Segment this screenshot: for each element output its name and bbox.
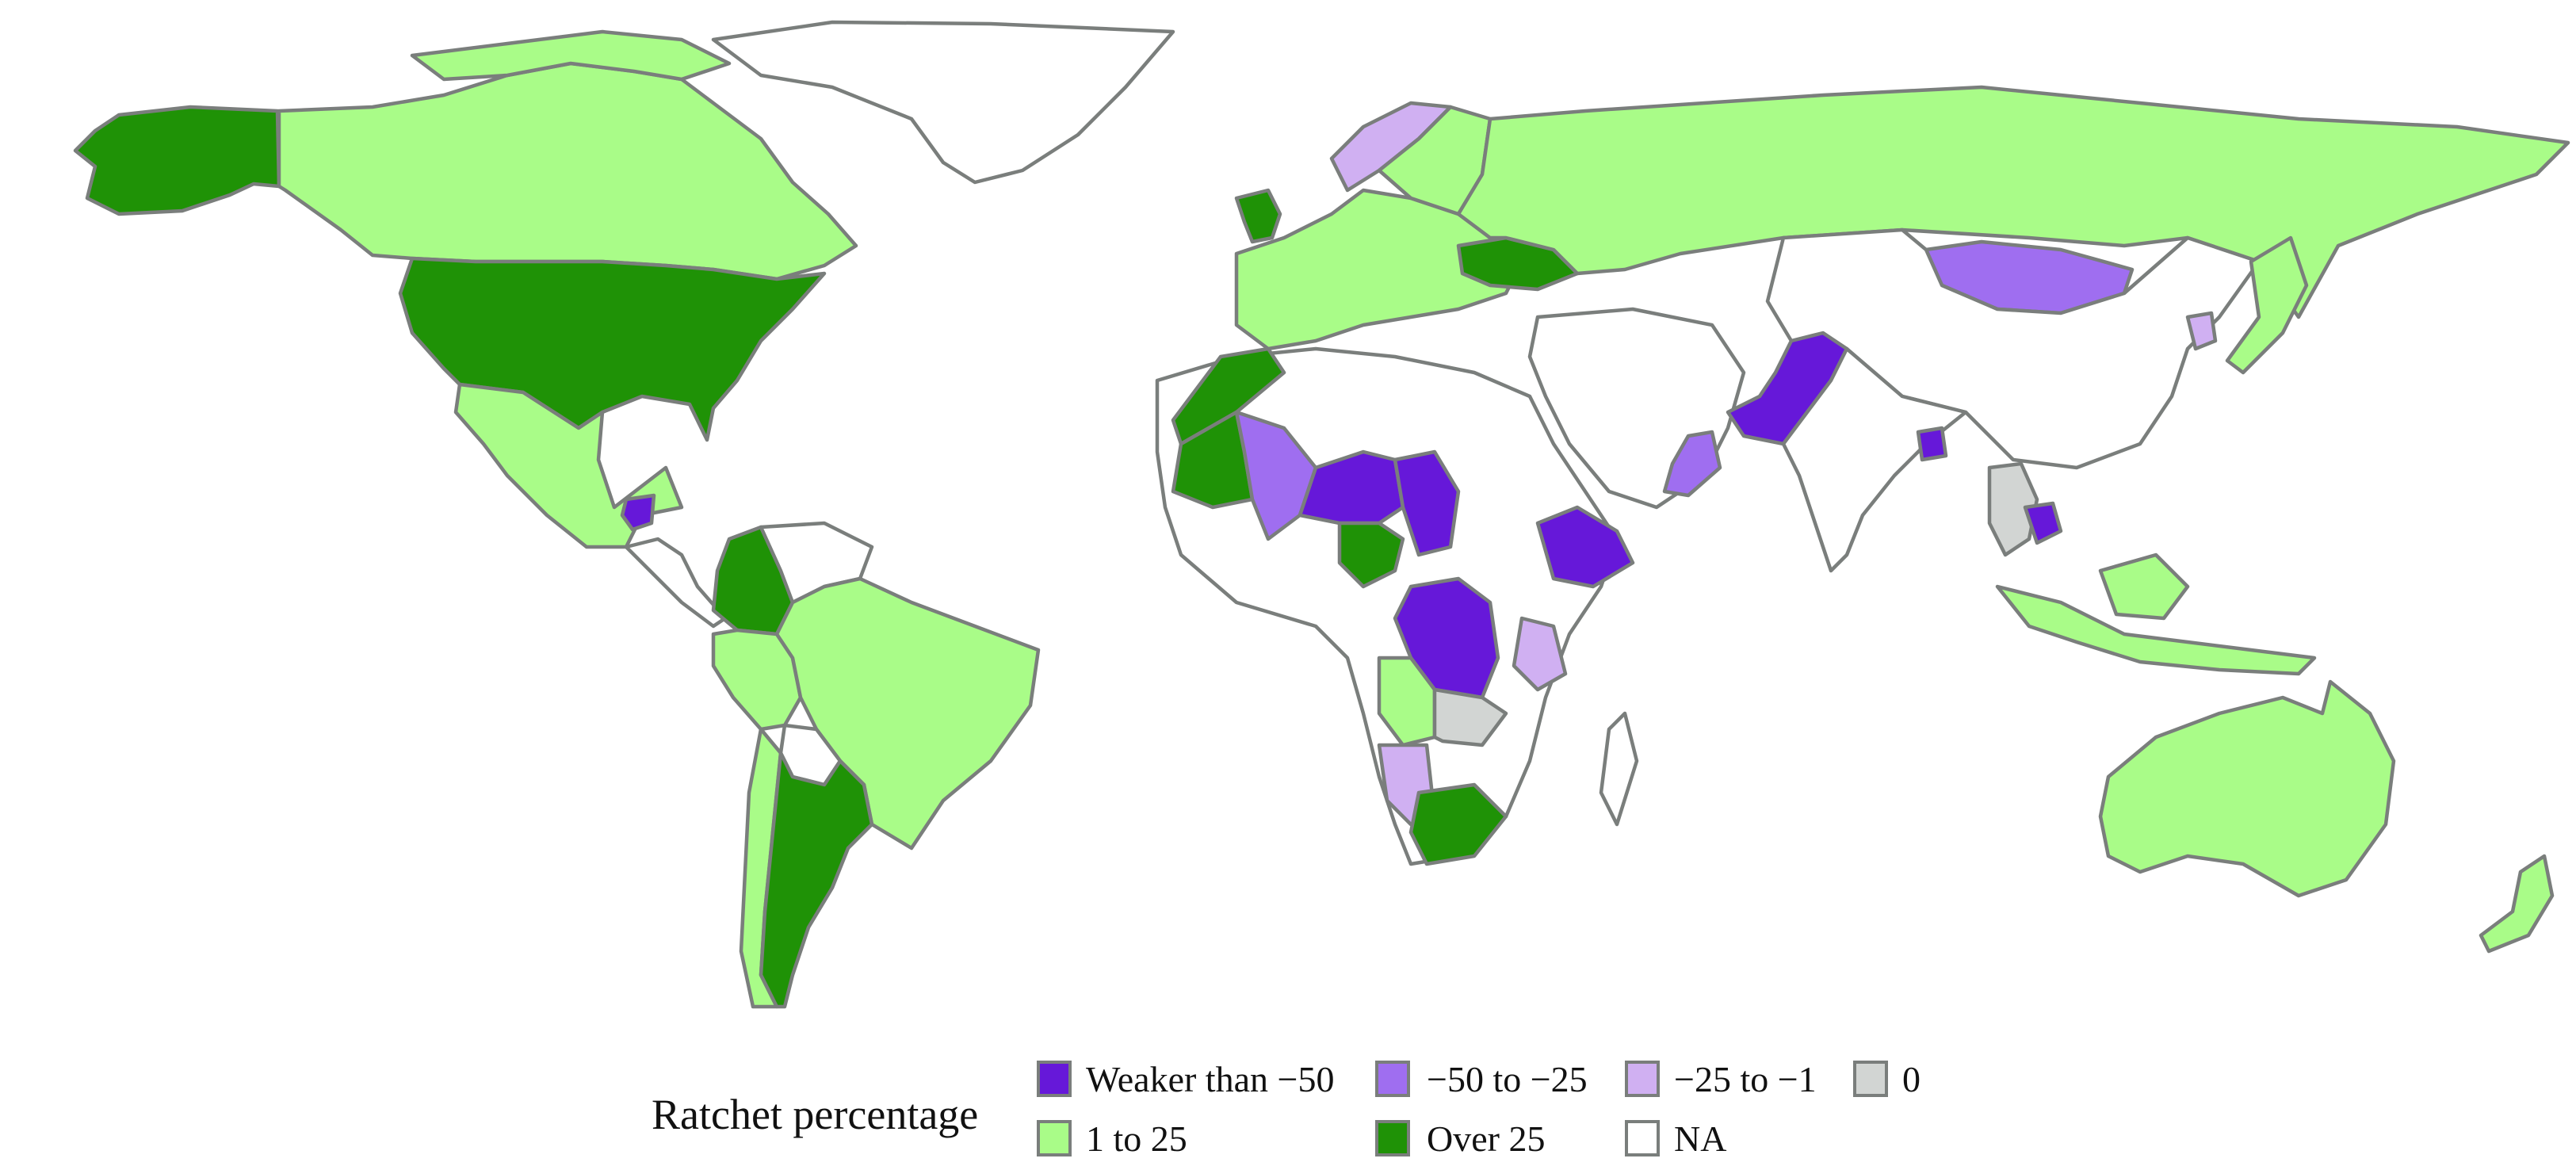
- region-united-states: [398, 256, 827, 442]
- region-chad: [1393, 449, 1461, 557]
- region-indonesia: [1995, 584, 2317, 676]
- region-central-america: [624, 537, 728, 629]
- legend-title: Ratchet percentage: [652, 1091, 978, 1138]
- legend-label-minus-25-to-minus-1: −25 to −1: [1674, 1059, 1817, 1099]
- legend-swatch-na: [1625, 1120, 1660, 1156]
- region-indonesia-borneo: [2098, 552, 2190, 621]
- region-mali: [1234, 410, 1318, 541]
- region-alaska: [73, 105, 281, 216]
- legend-label-minus-50-to-minus-25: −50 to −25: [1427, 1059, 1588, 1099]
- legend-item-minus-50-to-minus-25: −50 to −25: [1375, 1059, 1588, 1099]
- map-layer: [73, 20, 2570, 1009]
- region-oman: [1662, 430, 1722, 498]
- legend-swatch-1-to-25: [1037, 1120, 1072, 1156]
- region-canada-islands: [410, 29, 732, 82]
- region-nigeria: [1337, 521, 1405, 589]
- region-zambia: [1432, 687, 1508, 747]
- region-greenland: [711, 20, 1175, 185]
- region-cambodia: [2023, 501, 2063, 545]
- region-new-zealand: [2479, 854, 2555, 954]
- region-south-africa: [1408, 782, 1508, 866]
- legend-item-1-to-25: 1 to 25: [1037, 1118, 1187, 1159]
- legend-item-minus-25-to-minus-1: −25 to −1: [1625, 1059, 1817, 1099]
- legend: Ratchet percentage Weaker than −50 −50 t…: [652, 1059, 1921, 1159]
- legend-swatch-weaker-than-minus-50: [1037, 1061, 1072, 1097]
- legend-item-weaker-than-minus-50: Weaker than −50: [1037, 1059, 1334, 1099]
- region-australia: [2098, 679, 2396, 898]
- legend-label-na: NA: [1674, 1118, 1726, 1159]
- legend-swatch-minus-50-to-minus-25: [1375, 1061, 1410, 1097]
- region-brazil: [774, 576, 1041, 851]
- region-guatemala: [620, 493, 656, 532]
- legend-label-weaker-than-minus-50: Weaker than −50: [1086, 1059, 1334, 1099]
- legend-swatch-zero: [1853, 1061, 1888, 1097]
- region-thailand: [1987, 461, 2039, 557]
- region-canada: [277, 61, 858, 281]
- region-niger: [1298, 449, 1405, 526]
- legend-item-na: NA: [1625, 1118, 1726, 1159]
- legend-swatch-over-25: [1375, 1120, 1410, 1156]
- region-bangladesh: [1916, 426, 1948, 462]
- region-peru: [711, 628, 803, 732]
- legend-item-zero: 0: [1853, 1059, 1921, 1099]
- legend-swatch-minus-25-to-minus-1: [1625, 1061, 1660, 1097]
- legend-label-1-to-25: 1 to 25: [1086, 1118, 1187, 1159]
- region-korea: [2185, 311, 2218, 351]
- region-india: [1781, 346, 1968, 573]
- region-ethiopia: [1535, 505, 1635, 589]
- legend-label-over-25: Over 25: [1427, 1118, 1545, 1159]
- region-argentina: [759, 751, 874, 1009]
- region-tanzania: [1512, 616, 1568, 692]
- region-madagascar: [1599, 711, 1639, 827]
- legend-label-zero: 0: [1902, 1059, 1921, 1099]
- region-japan: [2225, 235, 2309, 375]
- region-united-kingdom: [1234, 188, 1282, 244]
- legend-item-over-25: Over 25: [1375, 1118, 1545, 1159]
